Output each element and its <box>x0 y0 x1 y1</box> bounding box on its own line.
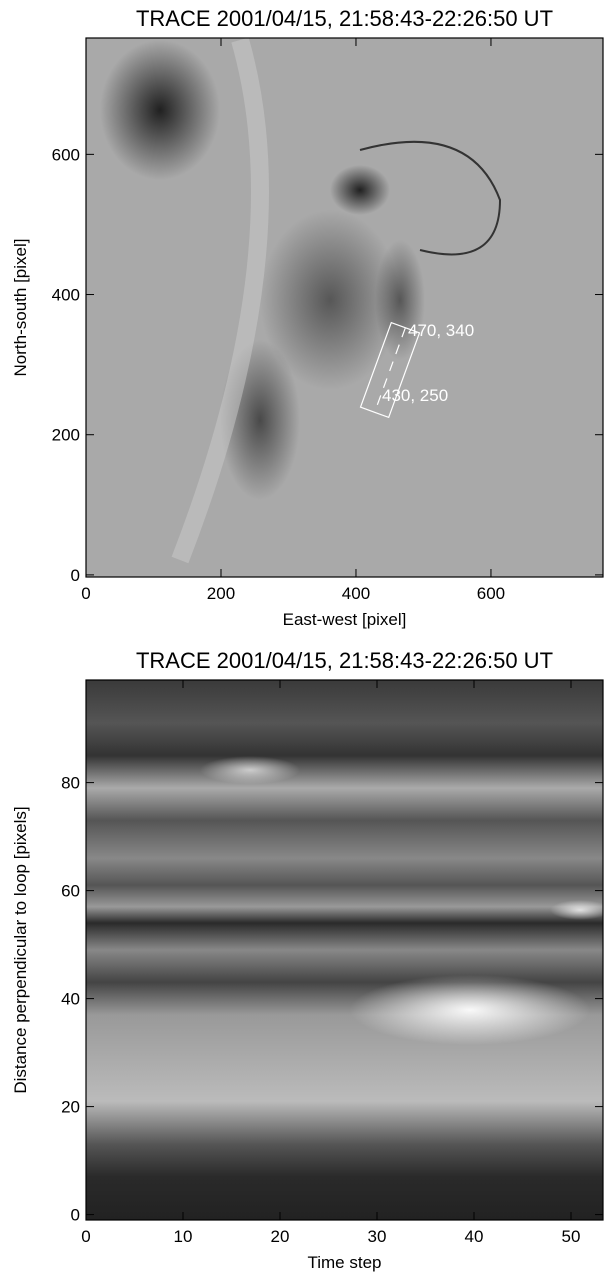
plot-frame <box>85 37 604 578</box>
y-tick-label: 600 <box>52 145 80 164</box>
y-tick-label: 80 <box>61 774 80 793</box>
y-tick-label: 200 <box>52 426 80 445</box>
x-tick-label: 0 <box>81 1227 90 1246</box>
x-tick-label: 200 <box>207 584 235 603</box>
x-tick-label: 50 <box>562 1227 581 1246</box>
annotation: 430, 250 <box>382 386 448 405</box>
x-tick-label: 400 <box>342 584 370 603</box>
y-tick-label: 400 <box>52 286 80 305</box>
x-axis-label: East-west [pixel] <box>283 610 407 629</box>
y-tick-label: 20 <box>61 1098 80 1117</box>
x-tick-label: 20 <box>271 1227 290 1246</box>
x-tick-label: 10 <box>174 1227 193 1246</box>
chart-title: TRACE 2001/04/15, 21:58:43-22:26:50 UT <box>136 6 553 31</box>
annotation: 470, 340 <box>408 321 474 340</box>
plot-frame <box>85 679 604 1221</box>
y-tick-label: 0 <box>71 1206 80 1225</box>
x-axis-label: Time step <box>307 1253 381 1272</box>
x-tick-label: 30 <box>368 1227 387 1246</box>
y-tick-label: 0 <box>71 566 80 585</box>
x-tick-label: 600 <box>477 584 505 603</box>
x-tick-label: 40 <box>465 1227 484 1246</box>
time-distance-image <box>86 680 608 1220</box>
chart-title: TRACE 2001/04/15, 21:58:43-22:26:50 UT <box>136 648 553 673</box>
y-tick-label: 40 <box>61 990 80 1009</box>
y-tick-label: 60 <box>61 882 80 901</box>
x-tick-label: 0 <box>81 584 90 603</box>
y-axis-label: North-south [pixel] <box>11 239 30 377</box>
y-axis-label: Distance perpendicular to loop [pixels] <box>11 806 30 1093</box>
solar-image <box>86 37 603 577</box>
